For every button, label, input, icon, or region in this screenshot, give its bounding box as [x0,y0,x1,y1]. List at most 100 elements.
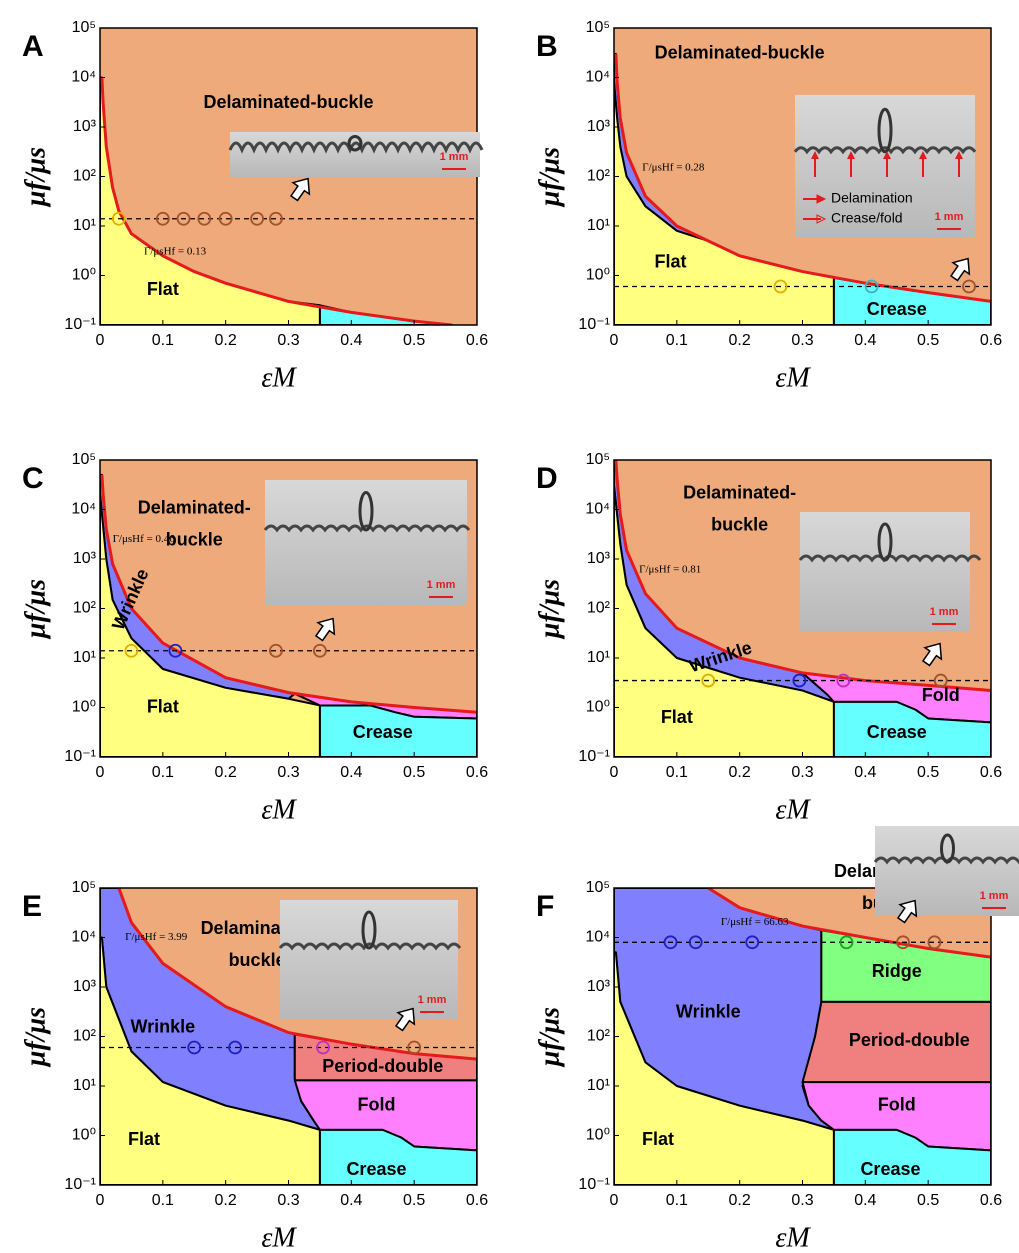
buckle [877,522,893,562]
region-label: Period-double [849,1030,970,1050]
phase-region [318,1128,477,1185]
photo [230,132,480,177]
pointer-arrow [921,642,943,667]
photo [265,480,467,605]
buckle [361,910,377,950]
sample-point [250,211,264,226]
y-tick-label: 10³ [587,118,611,135]
region-label: Ridge [872,961,922,981]
scale-label: 1 mm [440,151,469,163]
photo [875,826,1019,916]
sample-point [663,935,678,950]
y-tick-label: 10⁰ [586,699,610,716]
x-tick-label: 0.6 [980,332,1002,349]
x-tick-label: 0 [610,764,619,781]
sample-point [228,1040,242,1055]
y-axis-label: μf/μs [534,1007,565,1068]
sample-point [407,1040,422,1055]
buckle [877,107,893,154]
scale-label: 1 mm [418,994,447,1006]
y-tick-label: 10³ [587,978,611,995]
x-axis-label: εM [775,362,811,393]
pointer-arrow [949,257,971,282]
region-label: Flat [661,707,693,727]
x-tick-label: 0.1 [666,332,688,349]
sample-point [773,279,788,294]
region-label: Fold [878,1094,916,1114]
y-tick-label: 10⁵ [586,879,610,896]
y-tick-label: 10² [587,600,611,617]
y-tick-label: 10⁻¹ [64,1176,96,1193]
x-tick-label: 0.1 [152,1192,174,1209]
phase-region [100,493,321,757]
sample-point [745,935,760,950]
y-tick-label: 10¹ [73,649,96,666]
region-label: Crease [867,299,927,319]
y-tick-label: 10⁵ [72,451,96,468]
marker-head [919,151,927,159]
y-tick-label: 10⁻¹ [578,748,610,765]
inset-photo: 1 mm [228,132,484,177]
region-label: Flat [147,696,179,716]
region-label: Flat [128,1129,160,1149]
x-tick-label: 0 [610,332,619,349]
photo [280,900,458,1020]
region-label: Crease [353,722,413,742]
buckle [358,491,374,532]
x-tick-label: 0.2 [729,764,751,781]
x-tick-label: 0.1 [152,332,174,349]
marker-head [883,151,891,159]
y-axis-label: μf/μs [534,579,565,640]
scale-label: 1 mm [427,579,456,591]
x-tick-label: 0.6 [980,1192,1002,1209]
x-tick-label: 0.2 [215,1192,237,1209]
pointer-arrow [289,177,311,202]
sample-point [933,673,948,688]
region-label: Flat [655,252,687,272]
sample-point [124,643,139,658]
x-tick-label: 0.3 [277,764,299,781]
x-tick-label: 0.1 [152,764,174,781]
y-tick-label: 10³ [73,550,97,567]
inset-photo: 1 mm [798,512,982,632]
marker-head [847,151,855,159]
region-label: Delaminated-buckle [683,482,796,534]
region-label: Crease [346,1159,406,1179]
inset-photo: 1 mm [263,480,471,605]
marker-head [811,151,819,159]
pointer-arrow [896,899,918,924]
x-tick-label: 0.3 [791,1192,813,1209]
inset-photo: 1 mm [278,900,462,1020]
film-profile [793,146,977,155]
panel-label: A [22,30,44,63]
film-profile [278,942,462,951]
y-axis-label: μf/μs [534,147,565,208]
y-tick-label: 10⁻¹ [578,316,610,333]
x-tick-label: 0.5 [917,332,939,349]
x-tick-label: 0.3 [791,332,813,349]
y-tick-label: 10² [587,168,611,185]
annotation: Γ/μsHf = 0.28 [642,161,705,173]
legend-arrowhead [816,214,827,224]
y-tick-label: 10² [73,1028,97,1045]
x-tick-label: 0.5 [403,764,425,781]
y-tick-label: 10³ [587,550,611,567]
sample-point [688,935,703,950]
delamination-boundary [707,888,991,959]
region-label: Delaminated-buckle [138,497,251,549]
x-tick-label: 0 [96,764,105,781]
x-tick-label: 0.5 [403,332,425,349]
sample-point [176,211,191,226]
y-tick-label: 10¹ [587,649,610,666]
sample-point [927,935,942,950]
y-tick-label: 10³ [73,978,97,995]
delamination-boundary [100,77,453,325]
sample-point [269,643,283,658]
y-tick-label: 10⁵ [72,19,96,36]
phase-region [832,700,991,757]
x-axis-label: εM [261,794,297,825]
x-tick-label: 0.3 [277,332,299,349]
sample-point [197,211,212,226]
plot-area [100,888,477,1185]
